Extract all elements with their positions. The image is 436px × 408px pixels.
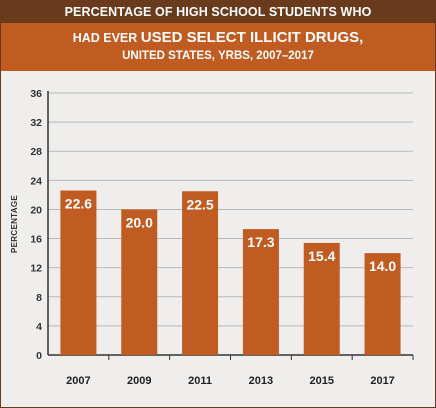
bar-data-label: 22.6 (65, 196, 92, 212)
x-tick-label: 2017 (370, 375, 394, 387)
y-tick-label: 28 (30, 146, 42, 158)
y-tick-label: 36 (30, 88, 42, 100)
y-axis-title: PERCENTAGE (10, 195, 19, 253)
bar-chart: 0 4 8 12 16 20 24 28 32 36 PERCENTAGE 22.6 2007 20.0 2… (10, 88, 414, 387)
chart-subtitle: UNITED STATES, YRBS, 2007–2017 (122, 50, 314, 62)
bar-data-label: 15.4 (308, 248, 335, 264)
y-tick-label: 0 (36, 350, 42, 362)
y-tick-label: 8 (36, 292, 42, 304)
bar-data-label: 20.0 (126, 214, 153, 230)
header-top-text: PERCENTAGE OF HIGH SCHOOL STUDENTS WHO (64, 5, 372, 19)
y-tick-label: 20 (30, 204, 42, 216)
header-top-band: PERCENTAGE OF HIGH SCHOOL STUDENTS WHO (1, 1, 435, 23)
x-tick-label: 2011 (188, 375, 212, 387)
chart-title: HAD EVER USED SELECT ILLICIT DRUGS, (1, 29, 435, 47)
bar-data-label: 14.0 (369, 258, 396, 274)
x-tick-label: 2007 (66, 375, 90, 387)
x-tick-label: 2013 (249, 375, 273, 387)
chart-title-prefix: HAD EVER (72, 31, 141, 45)
bar (242, 229, 279, 355)
bar (182, 191, 219, 355)
bar (60, 190, 97, 355)
x-tick-label: 2015 (310, 375, 334, 387)
bar (364, 253, 401, 355)
chart-title-emphasis: USED SELECT ILLICIT DRUGS, (140, 29, 364, 46)
y-tick-label: 12 (30, 263, 42, 275)
x-tick-label: 2009 (127, 375, 151, 387)
y-tick-label: 16 (30, 234, 42, 246)
chart-area: 0 4 8 12 16 20 24 28 32 36 PERCENTAGE 22.6 2007 20.0 2… (1, 71, 435, 407)
bar-data-label: 22.5 (186, 196, 213, 212)
bar (121, 209, 158, 355)
y-tick-label: 24 (30, 175, 42, 187)
title-band: HAD EVER USED SELECT ILLICIT DRUGS, UNIT… (1, 23, 435, 71)
bar-data-label: 17.3 (247, 234, 274, 250)
bar (303, 242, 340, 355)
y-tick-label: 32 (30, 117, 42, 129)
y-tick-label: 4 (36, 321, 42, 333)
